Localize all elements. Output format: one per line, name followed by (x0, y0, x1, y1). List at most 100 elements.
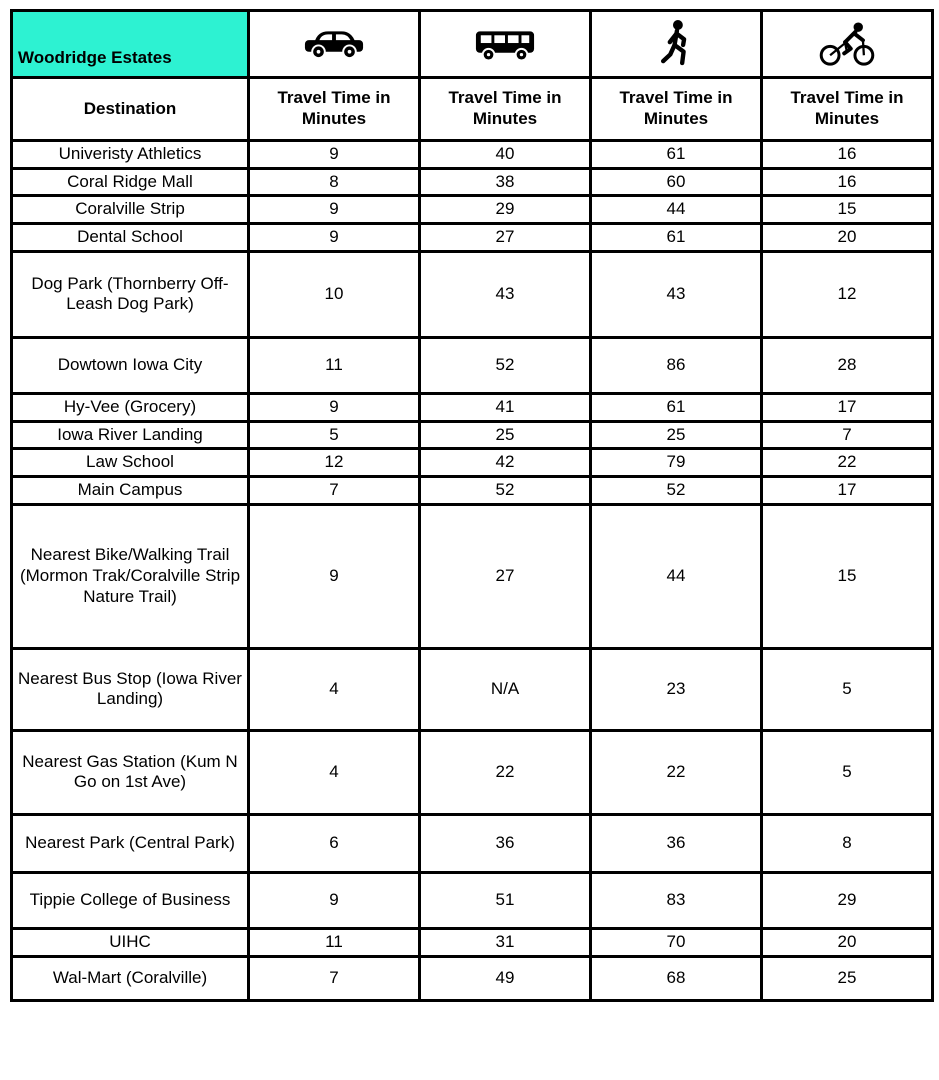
time-cell: 17 (760, 391, 934, 423)
time-cell: 5 (247, 419, 421, 451)
bus-column-header (418, 9, 592, 79)
time-cell: 29 (418, 194, 592, 226)
time-cell: 68 (589, 954, 763, 1002)
text-header-row: Destination Travel Time in Minutes Trave… (10, 76, 934, 142)
destination-cell: Hy-Vee (Grocery) (10, 391, 250, 423)
time-cell: 9 (247, 139, 421, 170)
destination-cell: UIHC (10, 926, 250, 958)
table-row: Coralville Strip 9 29 44 15 (10, 194, 934, 226)
time-cell: 40 (418, 139, 592, 170)
time-cell: 25 (589, 419, 763, 451)
table-row: Main Campus 7 52 52 17 (10, 475, 934, 506)
travel-time-table: Woodridge Estates (10, 9, 934, 1002)
time-cell: 6 (247, 812, 421, 874)
bike-icon (768, 21, 926, 67)
time-cell: 61 (589, 391, 763, 423)
table-row: Dog Park (Thornberry Off-Leash Dog Park)… (10, 249, 934, 339)
time-cell: 22 (589, 728, 763, 816)
walk-column-header (589, 9, 763, 79)
time-cell: 70 (589, 926, 763, 958)
time-cell: 38 (418, 166, 592, 198)
time-cell: 4 (247, 728, 421, 816)
time-cell: 44 (589, 502, 763, 650)
time-cell: 28 (760, 335, 934, 395)
time-cell: 41 (418, 391, 592, 423)
time-cell: 61 (589, 222, 763, 253)
destination-cell: Dog Park (Thornberry Off-Leash Dog Park) (10, 249, 250, 339)
time-cell: 11 (247, 926, 421, 958)
time-cell: 29 (760, 870, 934, 930)
destination-cell: Nearest Park (Central Park) (10, 812, 250, 874)
time-cell: 5 (760, 728, 934, 816)
table-row: Law School 12 42 79 22 (10, 447, 934, 479)
time-cell: 5 (760, 646, 934, 732)
table-row: Nearest Bus Stop (Iowa River Landing) 4 … (10, 646, 934, 732)
car-column-header (247, 9, 421, 79)
time-cell: 42 (418, 447, 592, 479)
time-cell: 16 (760, 166, 934, 198)
bike-time-header-cell: Travel Time in Minutes (760, 76, 934, 142)
destination-cell: Coralville Strip (10, 194, 250, 226)
time-cell: 7 (247, 475, 421, 506)
table-row: Iowa River Landing 5 25 25 7 (10, 419, 934, 451)
time-cell: 25 (760, 954, 934, 1002)
time-cell: 9 (247, 222, 421, 253)
destination-cell: Law School (10, 447, 250, 479)
time-cell: 86 (589, 335, 763, 395)
page: Woodridge Estates (10, 9, 934, 1002)
table-row: Coral Ridge Mall 8 38 60 16 (10, 166, 934, 198)
time-cell: 44 (589, 194, 763, 226)
table-row: UIHC 11 31 70 20 (10, 926, 934, 958)
time-cell: 60 (589, 166, 763, 198)
walk-icon (597, 19, 755, 69)
time-cell: 25 (418, 419, 592, 451)
time-cell: 79 (589, 447, 763, 479)
destination-cell: Nearest Bus Stop (Iowa River Landing) (10, 646, 250, 732)
title-cell: Woodridge Estates (10, 9, 250, 79)
bike-column-header (760, 9, 934, 79)
time-cell: 61 (589, 139, 763, 170)
car-time-header-cell: Travel Time in Minutes (247, 76, 421, 142)
table-row: Nearest Bike/Walking Trail (Mormon Trak/… (10, 502, 934, 650)
time-cell: 9 (247, 502, 421, 650)
destination-cell: Dowtown Iowa City (10, 335, 250, 395)
table-row: Dowtown Iowa City 11 52 86 28 (10, 335, 934, 395)
destination-cell: Iowa River Landing (10, 419, 250, 451)
table-row: Hy-Vee (Grocery) 9 41 61 17 (10, 391, 934, 423)
time-cell: 22 (418, 728, 592, 816)
icon-header-row: Woodridge Estates (10, 9, 934, 79)
destination-cell: Nearest Gas Station (Kum N Go on 1st Ave… (10, 728, 250, 816)
time-cell: 16 (760, 139, 934, 170)
time-cell: 43 (418, 249, 592, 339)
destination-header-cell: Destination (10, 76, 250, 142)
time-cell: 27 (418, 502, 592, 650)
destination-cell: Coral Ridge Mall (10, 166, 250, 198)
time-cell: 83 (589, 870, 763, 930)
table-row: Univeristy Athletics 9 40 61 16 (10, 139, 934, 170)
time-cell: 43 (589, 249, 763, 339)
time-cell: N/A (418, 646, 592, 732)
time-cell: 4 (247, 646, 421, 732)
time-cell: 9 (247, 391, 421, 423)
bus-icon (426, 26, 584, 62)
destination-cell: Nearest Bike/Walking Trail (Mormon Trak/… (10, 502, 250, 650)
time-cell: 7 (760, 419, 934, 451)
time-cell: 52 (589, 475, 763, 506)
time-cell: 9 (247, 870, 421, 930)
time-cell: 7 (247, 954, 421, 1002)
time-cell: 52 (418, 335, 592, 395)
time-cell: 20 (760, 222, 934, 253)
time-cell: 31 (418, 926, 592, 958)
time-cell: 12 (760, 249, 934, 339)
bus-time-header-cell: Travel Time in Minutes (418, 76, 592, 142)
destination-cell: Univeristy Athletics (10, 139, 250, 170)
time-cell: 17 (760, 475, 934, 506)
walk-time-header-cell: Travel Time in Minutes (589, 76, 763, 142)
time-cell: 52 (418, 475, 592, 506)
table-body: Univeristy Athletics 9 40 61 16 Coral Ri… (10, 139, 934, 1002)
destination-cell: Tippie College of Business (10, 870, 250, 930)
time-cell: 8 (247, 166, 421, 198)
time-cell: 36 (589, 812, 763, 874)
time-cell: 36 (418, 812, 592, 874)
table-row: Dental School 9 27 61 20 (10, 222, 934, 253)
